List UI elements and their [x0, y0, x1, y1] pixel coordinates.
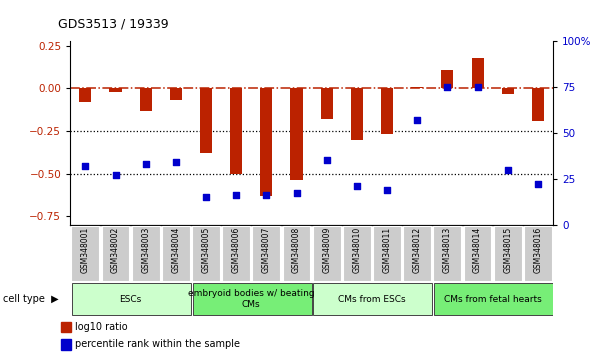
Text: embryoid bodies w/ beating
CMs: embryoid bodies w/ beating CMs [188, 290, 315, 309]
FancyBboxPatch shape [403, 226, 431, 281]
FancyBboxPatch shape [313, 283, 433, 315]
Bar [411, 87, 423, 88]
Text: log10 ratio: log10 ratio [75, 322, 128, 332]
Point [81, 163, 90, 169]
Point [533, 182, 543, 187]
Bar [260, 88, 273, 196]
Text: GSM348001: GSM348001 [81, 227, 90, 273]
Text: CMs from ESCs: CMs from ESCs [338, 295, 406, 304]
Text: GSM348011: GSM348011 [382, 227, 392, 273]
Text: CMs from fetal hearts: CMs from fetal hearts [444, 295, 541, 304]
Text: GSM348004: GSM348004 [171, 227, 180, 273]
FancyBboxPatch shape [132, 226, 159, 281]
Bar [79, 88, 92, 102]
FancyBboxPatch shape [494, 226, 522, 281]
Point [473, 84, 483, 90]
Text: GSM348009: GSM348009 [322, 227, 331, 273]
Text: GSM348013: GSM348013 [443, 227, 452, 273]
FancyBboxPatch shape [434, 283, 553, 315]
Bar [441, 70, 453, 88]
Point [232, 193, 241, 198]
Bar [170, 88, 182, 101]
FancyBboxPatch shape [313, 226, 340, 281]
Point [503, 167, 513, 172]
FancyBboxPatch shape [162, 226, 190, 281]
Text: GSM348003: GSM348003 [141, 227, 150, 273]
FancyBboxPatch shape [343, 226, 371, 281]
FancyBboxPatch shape [101, 226, 130, 281]
Bar [351, 88, 363, 139]
Point [442, 84, 452, 90]
Bar [290, 88, 302, 181]
Text: GDS3513 / 19339: GDS3513 / 19339 [58, 17, 169, 30]
Text: cell type  ▶: cell type ▶ [3, 294, 59, 304]
Bar [200, 88, 212, 153]
FancyBboxPatch shape [72, 283, 191, 315]
Text: GSM348015: GSM348015 [503, 227, 512, 273]
Point [352, 183, 362, 189]
FancyBboxPatch shape [433, 226, 461, 281]
Text: GSM348006: GSM348006 [232, 227, 241, 273]
FancyBboxPatch shape [192, 283, 312, 315]
Bar [321, 88, 333, 119]
Text: ESCs: ESCs [120, 295, 142, 304]
Point [322, 158, 332, 163]
Text: GSM348010: GSM348010 [353, 227, 361, 273]
Bar [502, 88, 514, 93]
FancyBboxPatch shape [464, 226, 491, 281]
Bar [60, 339, 71, 349]
FancyBboxPatch shape [373, 226, 401, 281]
Point [111, 172, 120, 178]
Point [262, 193, 271, 198]
Bar [381, 88, 393, 135]
Point [291, 191, 301, 196]
Text: GSM348016: GSM348016 [533, 227, 543, 273]
Text: GSM348005: GSM348005 [202, 227, 211, 273]
FancyBboxPatch shape [192, 226, 220, 281]
Bar [532, 88, 544, 121]
Text: GSM348012: GSM348012 [412, 227, 422, 273]
FancyBboxPatch shape [222, 226, 250, 281]
FancyBboxPatch shape [524, 226, 552, 281]
Point [412, 117, 422, 123]
Text: GSM348002: GSM348002 [111, 227, 120, 273]
Bar [109, 88, 122, 92]
FancyBboxPatch shape [252, 226, 280, 281]
Point [201, 194, 211, 200]
Text: percentile rank within the sample: percentile rank within the sample [75, 339, 240, 349]
Bar [60, 322, 71, 332]
Point [141, 161, 150, 167]
Point [171, 159, 181, 165]
Point [382, 187, 392, 193]
FancyBboxPatch shape [71, 226, 99, 281]
Text: GSM348008: GSM348008 [292, 227, 301, 273]
Text: GSM348007: GSM348007 [262, 227, 271, 273]
Bar [230, 88, 242, 174]
FancyBboxPatch shape [283, 226, 310, 281]
Text: GSM348014: GSM348014 [473, 227, 482, 273]
Bar [472, 58, 483, 88]
Bar [140, 88, 152, 110]
